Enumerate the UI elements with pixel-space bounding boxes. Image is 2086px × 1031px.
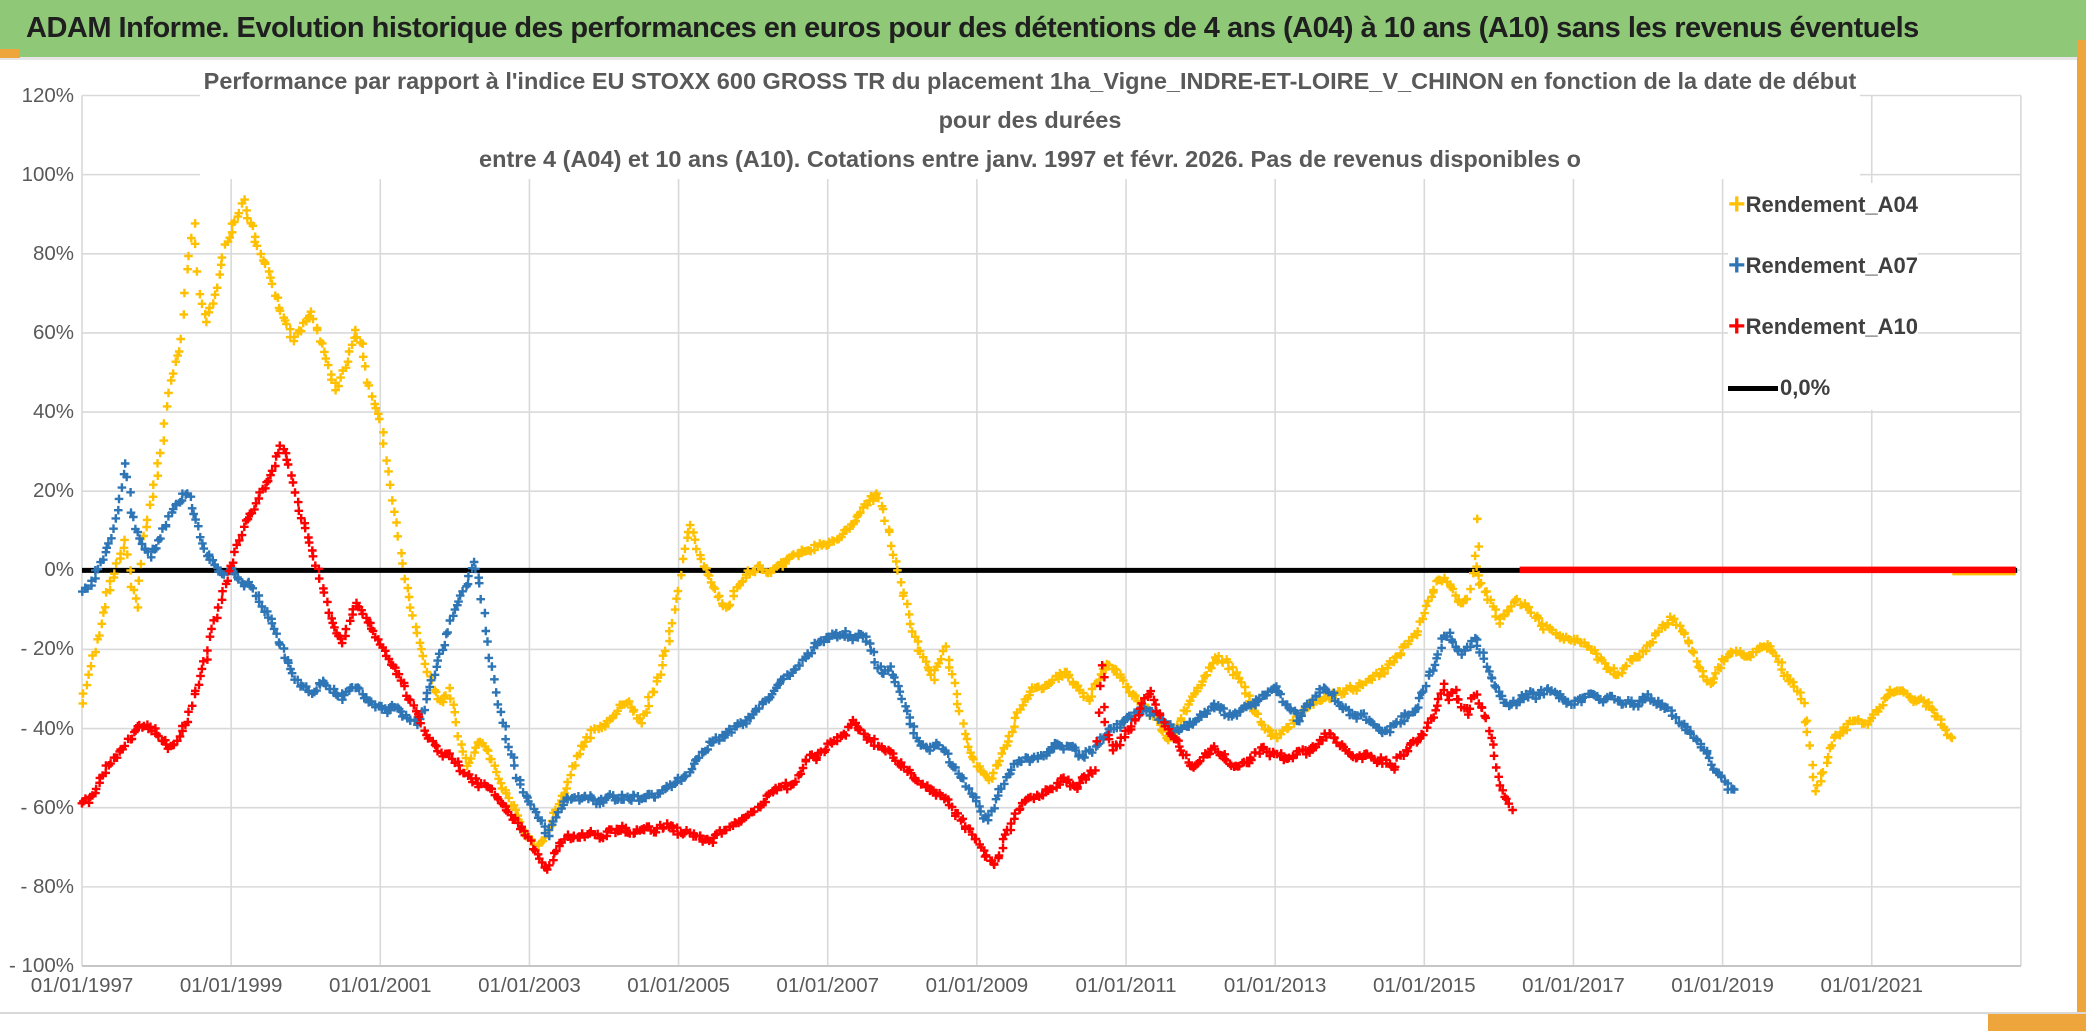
plus-marker-icon: + xyxy=(1728,188,1746,221)
x-axis-tick-label: 01/01/2017 xyxy=(1522,974,1625,997)
x-axis-tick-label: 01/01/1999 xyxy=(179,974,283,997)
legend-item-rendement-a07[interactable]: + Rendement_A07 xyxy=(1728,250,1918,282)
x-axis-tick-label: 01/01/2003 xyxy=(478,974,581,997)
x-axis-tick-label: 01/01/2007 xyxy=(776,974,880,997)
plus-marker-icon: + xyxy=(1728,249,1746,282)
y-axis-tick-label: 60% xyxy=(32,320,74,344)
legend-item-rendement-a04[interactable]: + Rendement_A04 xyxy=(1728,189,1918,221)
header-divider xyxy=(0,57,2086,60)
legend-label: Rendement_A10 xyxy=(1745,314,1918,339)
y-axis-tick-label: - 80% xyxy=(20,874,74,898)
chart-title-line-2: pour des durées xyxy=(938,107,1122,133)
rendement_a07-points xyxy=(78,459,1739,841)
x-axis-tick-label: 01/01/2019 xyxy=(1671,974,1774,997)
legend-label: Rendement_A04 xyxy=(1745,192,1918,217)
plus-marker-icon: + xyxy=(1728,310,1746,343)
y-axis-tick-label: - 40% xyxy=(20,716,74,740)
y-axis-tick-label: 100% xyxy=(21,162,74,186)
bottom-divider xyxy=(0,1012,2086,1014)
chart-title-line-1: Performance par rapport à l'indice EU ST… xyxy=(203,68,1857,94)
x-axis-tick-label: 01/01/2001 xyxy=(328,974,432,997)
x-axis-tick-label: 01/01/2015 xyxy=(1373,974,1476,997)
y-axis-tick-label: - 20% xyxy=(20,637,74,661)
chart-legend: + Rendement_A04 + Rendement_A07 + Rendem… xyxy=(1728,183,1918,410)
x-axis-tick-label: 01/01/2021 xyxy=(1820,974,1924,997)
x-axis-tick-label: 01/01/2011 xyxy=(1075,974,1177,997)
x-axis-tick-label: 01/01/1997 xyxy=(30,974,134,997)
chart-title: Performance par rapport à l'indice EU ST… xyxy=(200,62,1860,179)
legend-item-zero-line[interactable]: 0,0% xyxy=(1728,372,1918,404)
sheet-header-banner: ADAM Informe. Evolution historique des p… xyxy=(0,0,2086,57)
chart-title-line-3: entre 4 (A04) et 10 ans (A10). Cotations… xyxy=(479,146,1581,172)
gold-accent-right-border xyxy=(2077,40,2086,1021)
sheet-header-title: ADAM Informe. Evolution historique des p… xyxy=(26,12,1919,44)
rendement_a10-points xyxy=(77,441,1517,874)
y-axis-tick-label: 80% xyxy=(32,241,74,265)
y-axis-tick-label: - 60% xyxy=(20,795,74,819)
y-axis-tick-label: - 100% xyxy=(9,954,74,977)
rendement_a04-points xyxy=(78,195,1957,854)
gold-accent-bottom-right xyxy=(1988,1014,2086,1031)
x-axis-tick-label: 01/01/2013 xyxy=(1223,974,1327,997)
legend-item-rendement-a10[interactable]: + Rendement_A10 xyxy=(1728,311,1918,343)
zero-line-icon xyxy=(1728,385,1778,391)
gold-accent-top-left xyxy=(0,49,20,58)
y-axis-tick-label: 120% xyxy=(21,83,74,107)
y-axis-tick-label: 0% xyxy=(44,558,74,582)
legend-label: Rendement_A07 xyxy=(1745,253,1918,278)
y-axis-tick-label: 40% xyxy=(32,400,74,424)
x-axis-tick-label: 01/01/2005 xyxy=(627,974,730,997)
legend-label: 0,0% xyxy=(1780,375,1831,400)
x-axis-tick-label: 01/01/2009 xyxy=(925,974,1029,997)
y-axis-tick-label: 20% xyxy=(32,479,74,503)
